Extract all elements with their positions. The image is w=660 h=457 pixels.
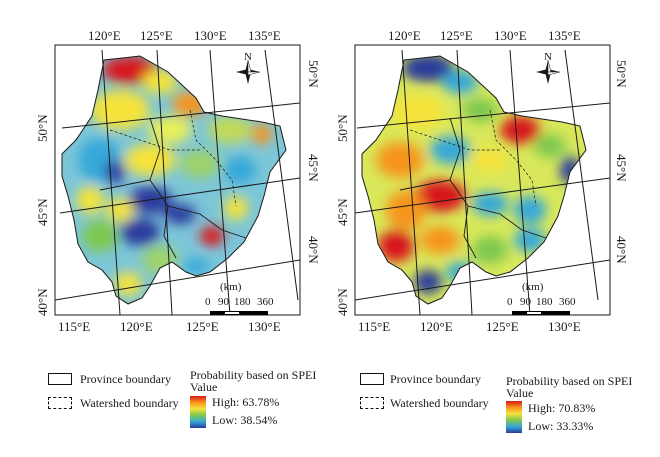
- watershed-boundary-label: Watershed boundary: [80, 396, 179, 410]
- lon-label-bottom: 125°E: [186, 319, 219, 334]
- legend-high-value: High: 63.78%: [212, 395, 280, 409]
- map-panel-b: 120°E 125°E 130°E 135°E 115°E 120°E 125°…: [330, 0, 660, 457]
- legend-high-value: High: 70.83%: [528, 401, 596, 415]
- watershed-boundary-label: Watershed boundary: [390, 396, 489, 410]
- study-area-outline: [361, 55, 587, 305]
- meridian-120e: [101, 49, 121, 316]
- lon-label-bottom: 130°E: [248, 319, 281, 334]
- lat-label-left: 45°N: [335, 198, 350, 226]
- lat-label-left: 40°N: [35, 288, 50, 316]
- scale-tick: 180: [234, 296, 251, 308]
- scale-tick: 0: [205, 296, 211, 308]
- parallel-40n: [54, 259, 301, 301]
- north-arrow-icon: [236, 59, 261, 84]
- lon-label-bottom: 120°E: [120, 319, 153, 334]
- lat-label-left: 45°N: [35, 198, 50, 226]
- study-area-outline: [61, 55, 287, 305]
- lon-label-bottom: 115°E: [58, 319, 91, 334]
- map-figure-b: [354, 44, 611, 316]
- scale-tick: 180: [536, 296, 553, 308]
- lat-label-right: 50°N: [614, 60, 629, 88]
- province-boundary-swatch: [360, 373, 384, 385]
- scale-bar: [512, 311, 570, 315]
- lon-label-top: 125°E: [440, 28, 473, 43]
- meridian-130e: [209, 49, 231, 316]
- lat-label-left: 50°N: [35, 114, 50, 142]
- lon-label-bottom: 120°E: [420, 319, 453, 334]
- north-arrow-icon: [536, 59, 561, 84]
- scale-tick: 90: [218, 296, 229, 308]
- lon-label-top: 125°E: [140, 28, 173, 43]
- graticule: [354, 49, 611, 316]
- parallel-50n: [356, 102, 611, 129]
- color-ramp: [190, 396, 206, 428]
- meridian-130e: [509, 49, 531, 316]
- lat-label-right: 40°N: [306, 236, 321, 264]
- lon-label-top: 135°E: [548, 28, 581, 43]
- lon-label-top: 130°E: [194, 28, 227, 43]
- parallel-45n: [354, 177, 611, 214]
- meridian-135e: [564, 49, 599, 301]
- color-ramp: [506, 401, 522, 433]
- lat-label-right: 45°N: [306, 154, 321, 182]
- probability-legend-title: Probability based on SPEI: [506, 374, 633, 388]
- north-letter: N: [544, 51, 552, 63]
- scale-tick: 360: [257, 296, 274, 308]
- probability-legend-title-line2: Value: [506, 386, 534, 400]
- lat-label-right: 50°N: [306, 60, 321, 88]
- parallel-40n: [354, 259, 611, 301]
- lon-label-bottom: 125°E: [486, 319, 519, 334]
- lat-label-left: 40°N: [335, 288, 350, 316]
- watershed-boundary-line: [489, 109, 537, 207]
- lon-label-top: 120°E: [388, 28, 421, 43]
- lon-label-top: 130°E: [494, 28, 527, 43]
- map-panel-a: 120°E 125°E 130°E 135°E 115°E 120°E 125°…: [35, 28, 321, 428]
- watershed-boundary-line: [409, 129, 500, 151]
- watershed-boundary-swatch: [360, 397, 384, 409]
- province-boundary-line: [99, 179, 151, 191]
- lon-label-top: 135°E: [248, 28, 281, 43]
- meridian-125e: [456, 49, 473, 316]
- watershed-boundary-line: [189, 109, 237, 207]
- lat-label-left: 50°N: [335, 114, 350, 142]
- lon-label-bottom: 115°E: [358, 319, 391, 334]
- scale-unit: (km): [522, 281, 544, 293]
- scale-unit: (km): [220, 281, 242, 293]
- scale-tick: 90: [520, 296, 531, 308]
- legend-low-value: Low: 33.33%: [528, 419, 594, 433]
- watershed-boundary-line: [109, 129, 200, 151]
- lat-label-right: 45°N: [614, 154, 629, 182]
- province-boundary-line: [399, 179, 451, 191]
- scale-tick: 0: [507, 296, 513, 308]
- province-boundary-label: Province boundary: [80, 372, 171, 386]
- province-boundary-label: Province boundary: [390, 372, 481, 386]
- meridian-125e: [156, 49, 173, 316]
- parallel-50n: [61, 102, 301, 129]
- north-letter: N: [244, 51, 252, 63]
- watershed-boundary-swatch: [48, 397, 72, 409]
- lon-label-top: 120°E: [88, 28, 121, 43]
- graticule: [54, 49, 301, 316]
- lon-label-bottom: 130°E: [548, 319, 581, 334]
- meridian-120e: [401, 49, 421, 316]
- legend-low-value: Low: 38.54%: [212, 413, 278, 427]
- map-figure-a: [54, 44, 301, 316]
- probability-legend-title: Probability based on SPEI: [190, 368, 317, 382]
- scale-bar: [210, 311, 268, 315]
- meridian-135e: [264, 49, 299, 301]
- parallel-45n: [59, 177, 301, 214]
- lat-label-right: 40°N: [614, 236, 629, 264]
- scale-tick: 360: [559, 296, 576, 308]
- probability-legend-title-line2: Value: [190, 380, 218, 394]
- province-boundary-swatch: [48, 373, 72, 385]
